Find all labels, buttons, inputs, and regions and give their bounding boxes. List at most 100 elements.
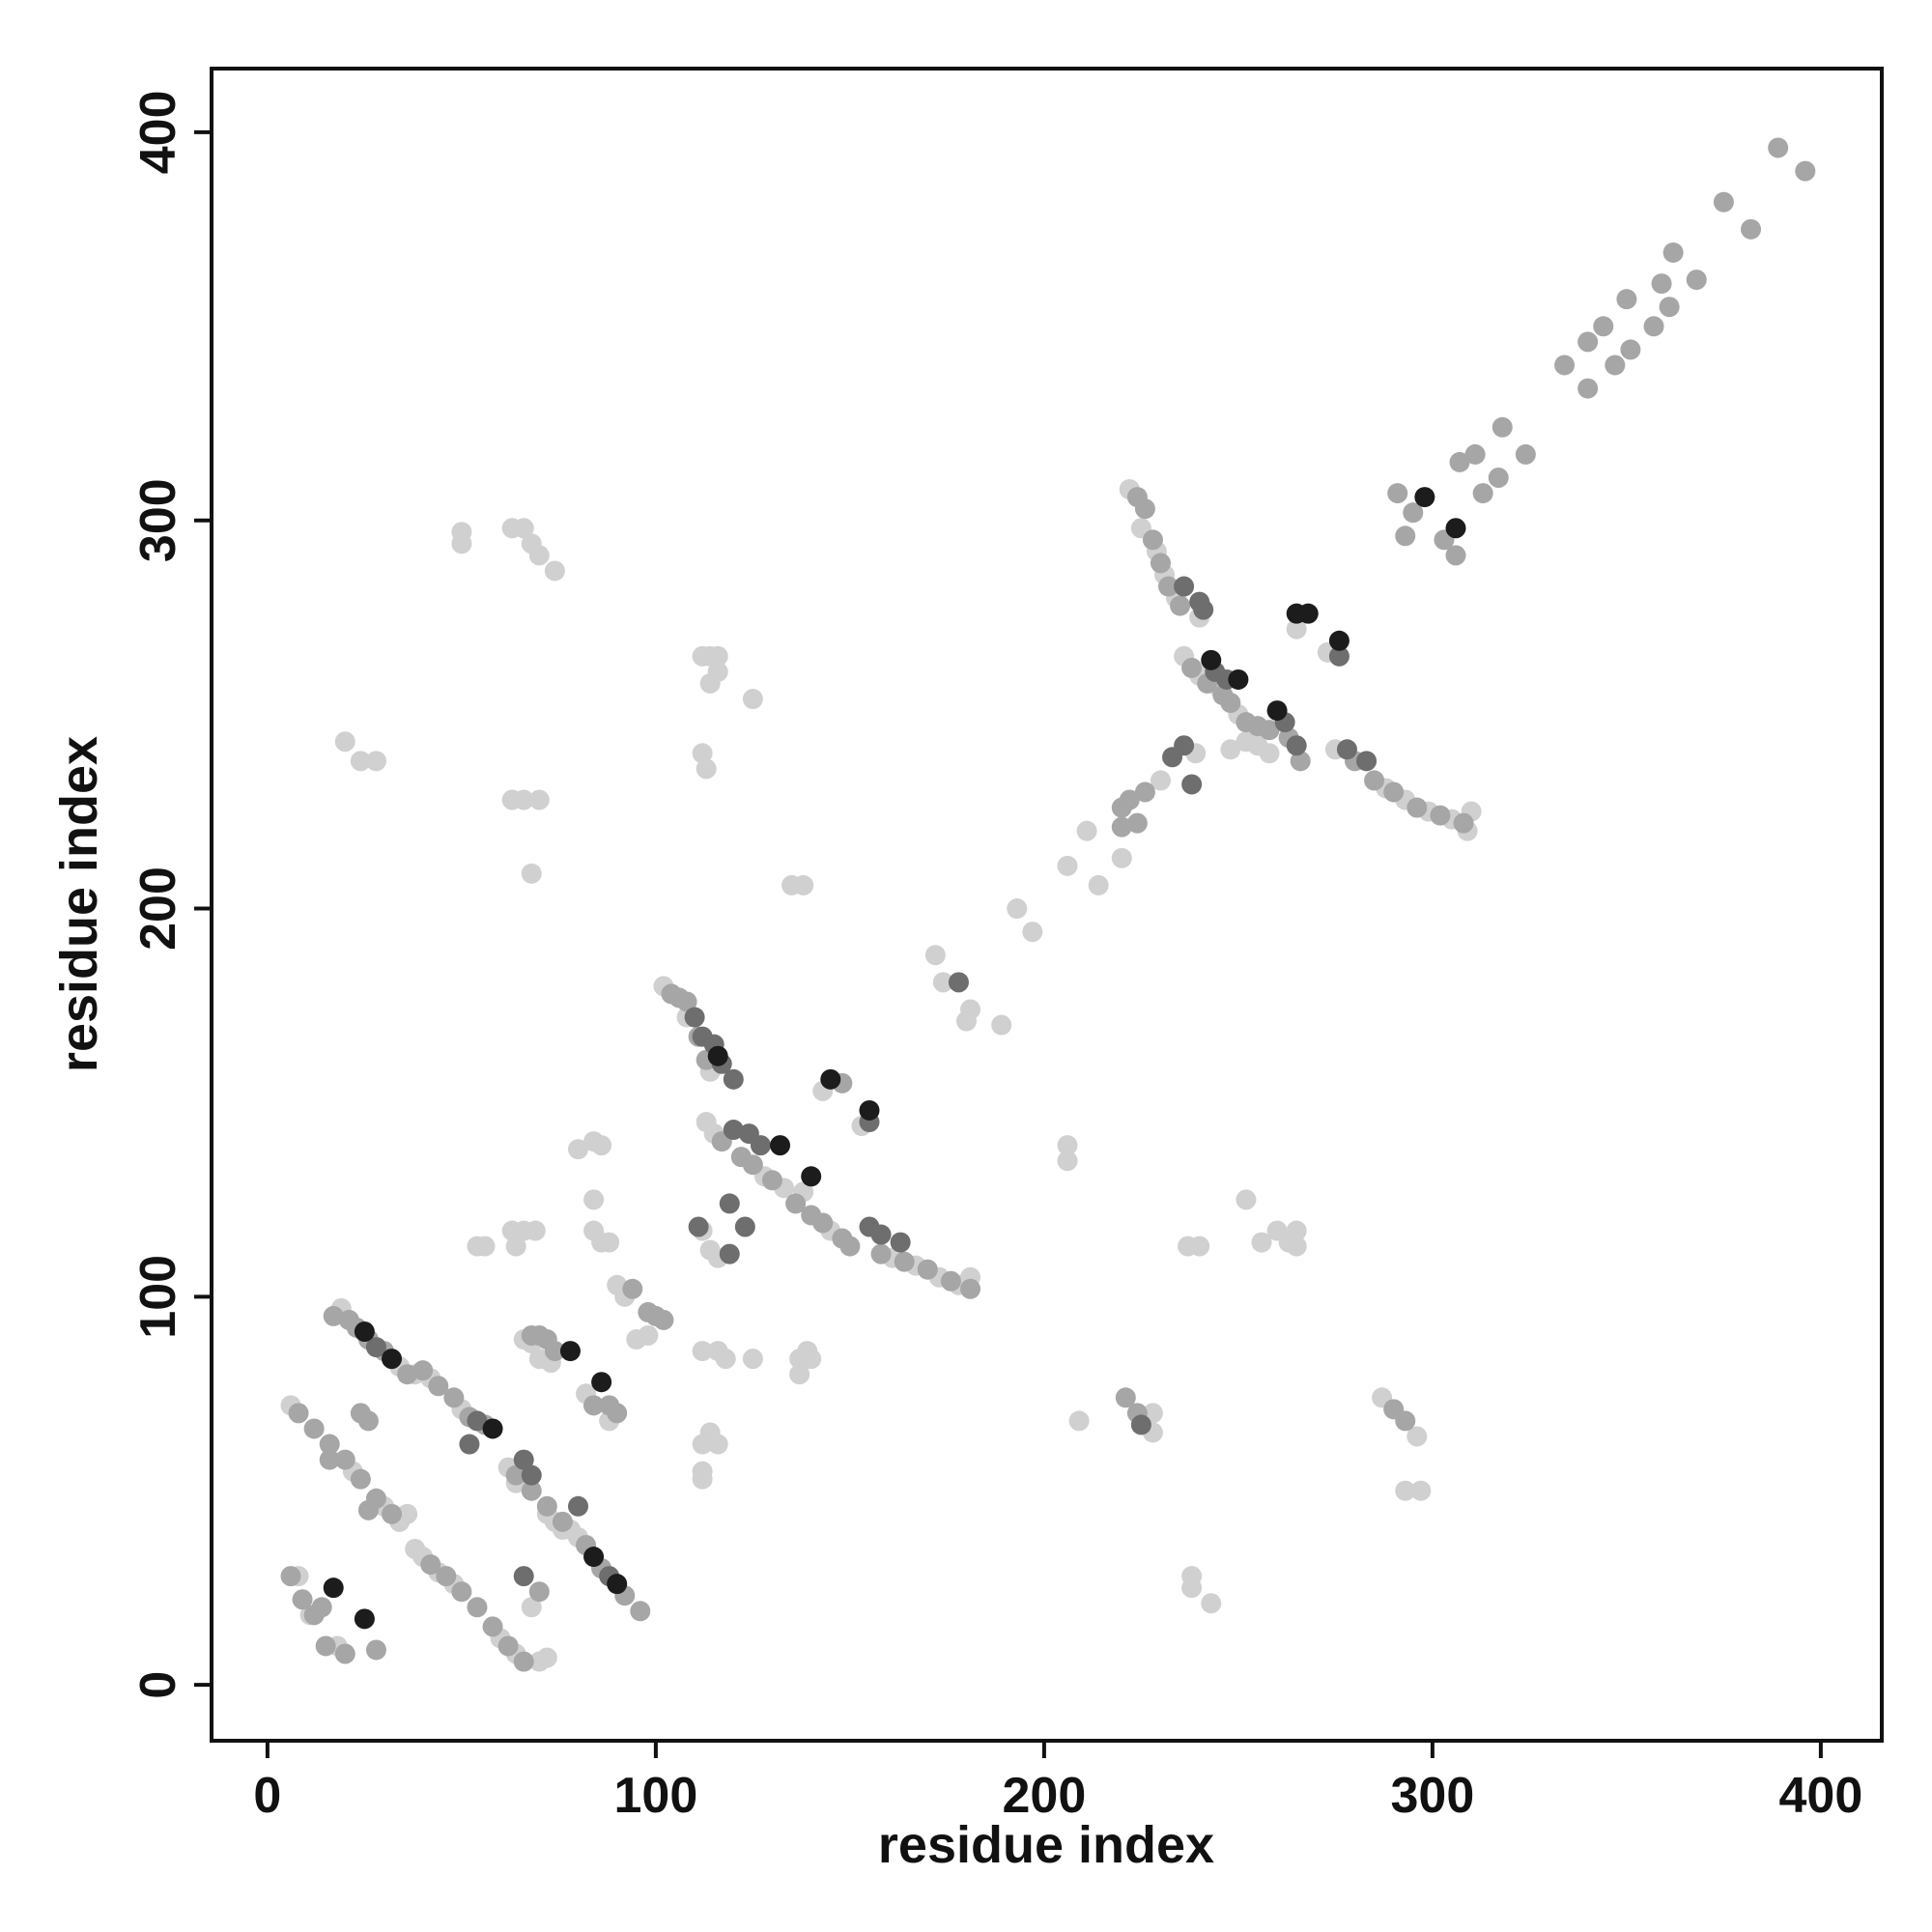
data-point — [311, 1597, 332, 1618]
data-point — [750, 1135, 771, 1156]
data-point — [420, 1554, 441, 1576]
data-point — [1158, 576, 1179, 597]
data-point — [1236, 731, 1257, 753]
data-point — [513, 1566, 534, 1587]
data-point — [599, 1232, 620, 1253]
data-point — [1472, 483, 1493, 504]
data-point — [474, 1236, 496, 1257]
data-point — [1134, 498, 1155, 520]
data-point — [1251, 1232, 1272, 1253]
data-point — [719, 1193, 740, 1214]
y-axis-label: residue index — [50, 736, 108, 1072]
data-point — [607, 1403, 628, 1424]
data-point — [397, 1364, 418, 1385]
data-point — [948, 972, 969, 993]
data-point — [1662, 242, 1684, 263]
data-point — [607, 1574, 628, 1595]
plot-frame — [210, 67, 1884, 1743]
data-point — [334, 731, 355, 753]
data-point — [715, 1349, 736, 1370]
data-point — [676, 991, 697, 1012]
data-point — [801, 1166, 822, 1187]
data-point — [692, 743, 713, 764]
data-point — [1111, 816, 1132, 838]
data-point — [583, 1547, 605, 1568]
data-point — [801, 1349, 822, 1370]
data-point — [960, 1278, 981, 1299]
x-axis-label: residue index — [878, 1816, 1214, 1874]
data-point — [323, 1305, 344, 1326]
data-point — [1022, 922, 1043, 943]
data-point — [622, 1278, 643, 1299]
data-point — [1328, 645, 1350, 667]
data-point — [292, 1589, 313, 1610]
data-point — [583, 1395, 605, 1416]
data-point — [870, 1224, 892, 1245]
data-point — [1174, 576, 1195, 597]
data-point — [684, 1007, 705, 1028]
data-point — [1181, 1577, 1203, 1599]
data-point — [1228, 668, 1249, 690]
data-point — [1403, 502, 1424, 524]
data-point — [820, 1068, 841, 1090]
data-point — [1290, 751, 1311, 772]
data-point — [1142, 529, 1163, 551]
data-point — [315, 1635, 336, 1657]
x-tick-label: 200 — [1003, 1768, 1087, 1824]
data-point — [785, 1193, 807, 1214]
data-point — [707, 645, 728, 667]
data-point — [1181, 774, 1203, 795]
data-point — [723, 1068, 744, 1090]
data-point — [742, 1349, 763, 1370]
data-point — [1686, 270, 1707, 291]
data-point — [382, 1349, 403, 1370]
data-point — [917, 1259, 938, 1280]
data-point — [1111, 847, 1132, 868]
data-point — [1406, 1426, 1428, 1447]
data-point — [354, 1608, 375, 1630]
data-point — [1620, 339, 1641, 360]
data-point — [1336, 739, 1357, 760]
data-point — [583, 1189, 605, 1210]
data-point — [859, 1099, 880, 1121]
data-point — [1220, 693, 1241, 714]
data-point — [513, 1449, 534, 1470]
data-point — [1795, 160, 1816, 182]
data-point — [528, 789, 550, 810]
data-point — [707, 661, 728, 682]
data-point — [382, 1503, 403, 1524]
data-point — [544, 560, 565, 582]
data-point — [1593, 316, 1614, 337]
data-point — [870, 1243, 892, 1264]
data-point — [696, 758, 717, 780]
data-point — [1741, 218, 1762, 240]
data-point — [1088, 874, 1109, 895]
data-point — [630, 1601, 651, 1622]
data-point — [365, 751, 386, 772]
data-point — [397, 1503, 418, 1524]
y-tick-label: 200 — [130, 867, 186, 951]
data-point — [482, 1418, 503, 1439]
data-point — [1768, 137, 1789, 158]
data-point — [1356, 751, 1378, 772]
data-point — [707, 1434, 728, 1455]
data-point — [288, 1403, 309, 1424]
data-point — [924, 945, 946, 966]
data-point — [1236, 1189, 1257, 1210]
data-point — [334, 1643, 355, 1664]
data-point — [1395, 1410, 1416, 1432]
data-point — [1220, 739, 1241, 760]
data-point — [1651, 273, 1672, 295]
data-point — [1515, 443, 1536, 465]
data-point — [467, 1410, 488, 1432]
data-point — [350, 1468, 371, 1490]
data-point — [1445, 518, 1466, 539]
data-point — [1193, 599, 1214, 620]
data-point — [525, 1220, 546, 1241]
data-point — [692, 1434, 713, 1455]
data-point — [528, 1581, 550, 1603]
data-point — [940, 1270, 961, 1292]
data-point — [688, 1216, 709, 1237]
data-point — [1605, 355, 1626, 376]
data-point — [1445, 545, 1466, 566]
